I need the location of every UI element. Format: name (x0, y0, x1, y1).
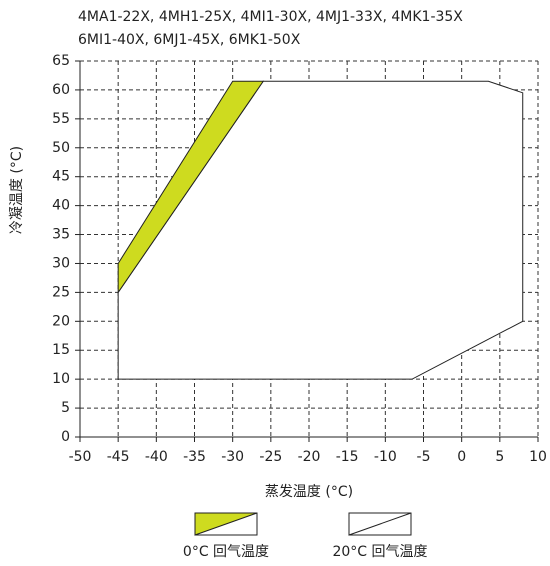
legend-label: 0°C 回气温度 (183, 544, 269, 560)
x-tick-label: -40 (145, 449, 168, 465)
x-tick-label: -5 (417, 449, 431, 465)
y-tick-label: 60 (52, 82, 70, 98)
y-tick-label: 0 (61, 429, 70, 445)
x-tick-label: 5 (495, 449, 504, 465)
x-tick-label: 10 (529, 449, 547, 465)
y-tick-label: 30 (52, 255, 70, 271)
x-axis-label: 蒸发温度 (°C) (265, 484, 353, 500)
y-tick-label: 65 (52, 53, 70, 69)
y-axis-label: 冷凝温度 (°C) (9, 146, 25, 234)
chart-title: 4MA1-22X, 4MH1-25X, 4MI1-30X, 4MJ1-33X, … (78, 9, 463, 25)
x-tick-label: -25 (259, 449, 282, 465)
envelope (117, 80, 524, 380)
x-tick-label: -50 (69, 449, 92, 465)
legend-label: 20°C 回气温度 (332, 544, 427, 560)
y-tick-label: 5 (61, 400, 70, 416)
y-tick-label: 15 (52, 342, 70, 358)
y-tick-label: 55 (52, 111, 70, 127)
x-tick-label: -20 (298, 449, 321, 465)
legend-swatch-fill (348, 512, 412, 536)
y-tick-label: 50 (52, 140, 70, 156)
x-tick-label: -15 (336, 449, 359, 465)
x-tick-label: -35 (183, 449, 206, 465)
y-tick-label: 10 (52, 371, 70, 387)
envelope (117, 80, 265, 294)
y-tick-label: 35 (52, 227, 70, 243)
legend-swatch-fill (194, 512, 258, 536)
y-tick-label: 25 (52, 284, 70, 300)
y-tick-label: 40 (52, 198, 70, 214)
x-tick-label: 0 (457, 449, 466, 465)
y-tick-label: 20 (52, 313, 70, 329)
y-tick-label: 45 (52, 169, 70, 185)
chart-title: 6MI1-40X, 6MJ1-45X, 6MK1-50X (78, 32, 301, 48)
x-tick-label: -30 (221, 449, 244, 465)
x-tick-label: -10 (374, 449, 397, 465)
x-tick-label: -45 (107, 449, 130, 465)
